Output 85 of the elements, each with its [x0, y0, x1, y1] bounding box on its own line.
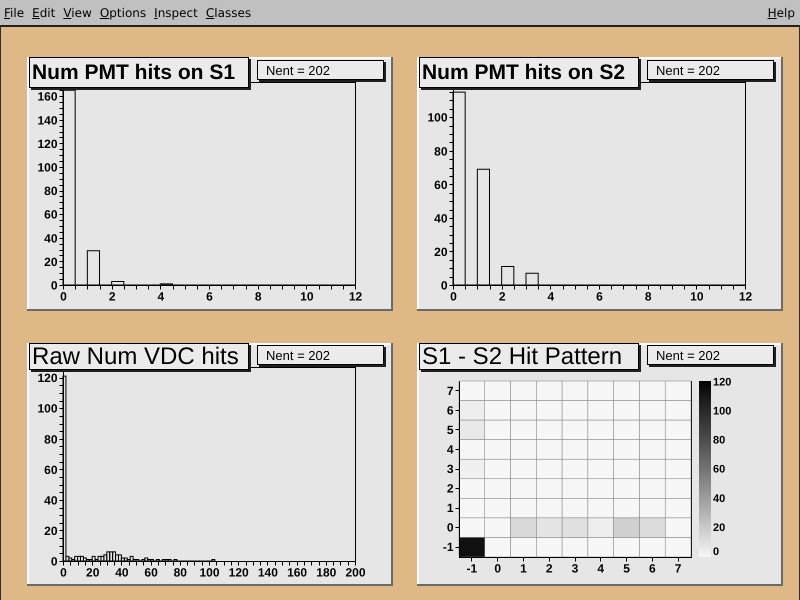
x-tick-label: 10 [300, 290, 314, 304]
x-tick-label: 60 [144, 566, 158, 580]
text: Help [768, 6, 795, 20]
color-bar-label: 60 [713, 464, 726, 476]
text: File [4, 6, 24, 20]
x-tick-label: 0 [60, 566, 68, 580]
x-tick-label: -1 [466, 562, 478, 576]
y-tick-label: 0 [446, 520, 454, 535]
x-tick-label: 2 [546, 562, 553, 576]
y-tick-label: 80 [44, 184, 58, 198]
y-tick-label: 160 [37, 90, 58, 104]
chart-title: S1 - S2 Hit Pattern [419, 342, 639, 370]
x-tick-label: 7 [674, 562, 682, 576]
y-tick-label: 20 [434, 244, 448, 259]
x-tick-label: 2 [498, 290, 506, 304]
x-tick-label: 180 [316, 566, 337, 580]
x-tick-label: 0 [60, 290, 68, 304]
x-tick-label: 4 [547, 290, 554, 304]
x-tick-label: 1 [520, 562, 528, 576]
color-bar-label: 0 [713, 546, 720, 558]
x-tick-label: 8 [644, 290, 652, 304]
y-tick-label: 3 [446, 462, 454, 476]
y-tick-label: 2 [446, 482, 454, 496]
y-tick-label: 60 [44, 462, 58, 477]
y-tick-label: 120 [37, 371, 58, 386]
chart-title: Num PMT hits on S2 [419, 57, 639, 88]
y-tick-label: 6 [446, 403, 454, 418]
x-tick-label: 6 [596, 290, 604, 304]
color-bar-label: 100 [713, 406, 732, 418]
y-tick-label: 20 [44, 524, 58, 538]
y-tick-label: 1 [446, 501, 454, 516]
x-tick-label: 40 [115, 566, 129, 580]
y-tick-label: 0 [50, 278, 58, 292]
x-tick-label: 160 [287, 566, 308, 580]
text: Nent = 202 [647, 345, 774, 365]
x-tick-label: 140 [258, 566, 278, 580]
text: View [63, 6, 92, 20]
y-tick-label: 5 [446, 422, 454, 437]
text: Edit [32, 6, 56, 20]
y-tick-label: 80 [434, 144, 448, 158]
y-tick-label: 100 [37, 402, 58, 416]
text: Nent = 202 [647, 60, 774, 80]
text: Nent = 202 [257, 345, 384, 365]
x-tick-label: 6 [206, 290, 214, 304]
color-bar-label: 20 [713, 522, 726, 534]
x-tick-label: 100 [199, 566, 220, 580]
color-bar-label: 80 [713, 434, 726, 447]
x-tick-label: 4 [597, 562, 604, 576]
x-tick-label: 4 [157, 290, 164, 304]
y-tick-label: 60 [434, 178, 448, 192]
x-tick-label: 10 [690, 290, 704, 304]
x-tick-label: 200 [345, 566, 366, 580]
y-tick-label: 40 [44, 493, 58, 508]
y-tick-label: 4 [446, 442, 454, 456]
x-tick-label: 12 [348, 290, 362, 304]
chart-title: Num PMT hits on S1 [29, 57, 249, 88]
x-tick-label: 6 [648, 562, 656, 576]
chart-title: Raw Num VDC hits [29, 342, 249, 370]
x-tick-label: 5 [623, 562, 630, 576]
x-tick-label: 2 [108, 290, 116, 304]
y-tick-label: 120 [37, 136, 58, 151]
x-tick-label: 0 [494, 562, 502, 576]
y-tick-label: -1 [442, 540, 454, 554]
text: Classes [206, 6, 252, 20]
y-tick-label: 20 [44, 254, 58, 269]
x-tick-label: 12 [738, 290, 752, 304]
x-tick-label: 80 [174, 566, 188, 580]
y-tick-label: 40 [44, 231, 58, 246]
x-tick-label: 3 [572, 562, 579, 576]
color-bar-label: 120 [713, 376, 732, 388]
x-tick-label: 8 [254, 290, 262, 304]
y-tick-label: 140 [37, 113, 58, 128]
y-tick-label: 7 [446, 384, 454, 398]
y-tick-label: 100 [427, 110, 448, 125]
color-bar-label: 40 [713, 492, 726, 505]
y-tick-label: 40 [434, 211, 448, 226]
y-tick-label: 100 [37, 160, 58, 174]
y-tick-label: 60 [44, 208, 58, 222]
x-tick-label: 120 [228, 566, 250, 580]
text: Inspect [154, 6, 198, 20]
y-tick-label: 0 [440, 278, 448, 292]
text: Options [100, 6, 146, 20]
text: Nent = 202 [257, 60, 384, 80]
x-tick-label: 20 [86, 566, 100, 580]
y-tick-label: 80 [44, 432, 58, 446]
